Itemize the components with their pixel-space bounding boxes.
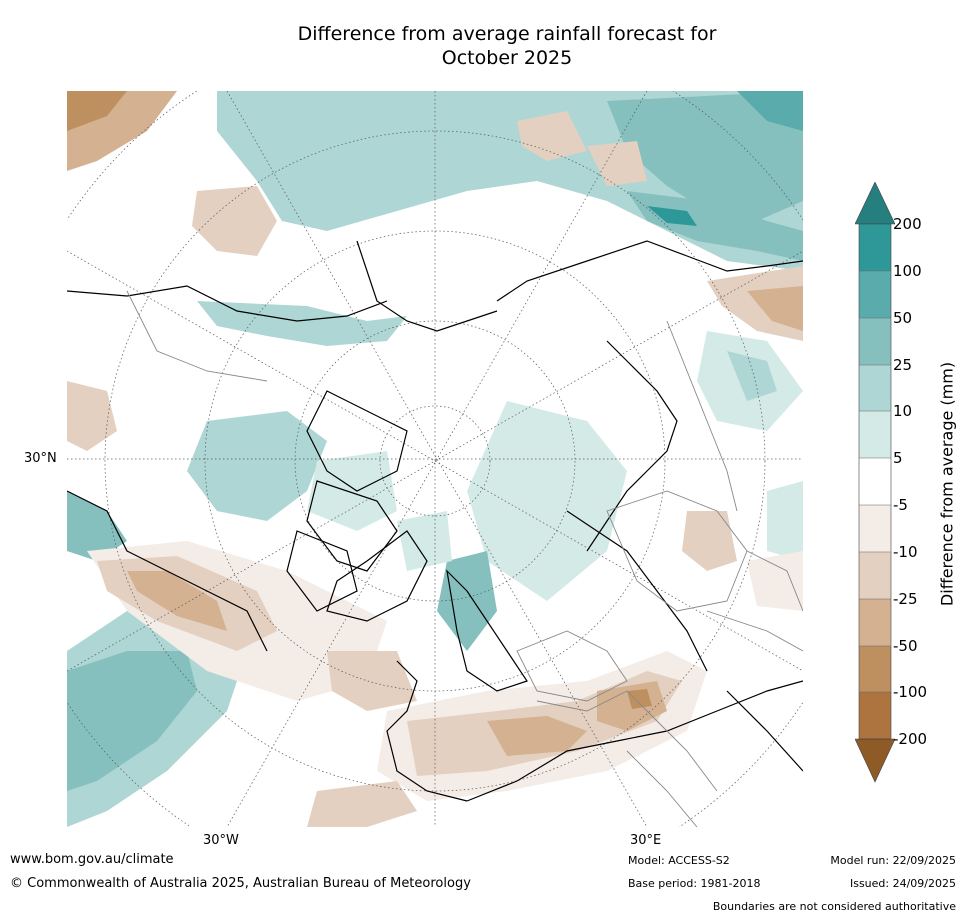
boundaries: [126, 290, 803, 827]
colorbar-band-10-25: [859, 365, 891, 411]
colorbar: [855, 182, 895, 783]
colorbar-tick-10: 10: [893, 402, 913, 420]
colorbar-max-arrow: [855, 182, 895, 225]
footer-issued: Issued: 24/09/2025: [849, 877, 956, 890]
colorbar-tick-50: 50: [893, 309, 913, 327]
colorbar-label: Difference from average (mm): [937, 361, 957, 607]
colorbar-tick-25: 25: [893, 356, 913, 374]
coastlines: [67, 240, 803, 802]
dry-anomaly-layer: [67, 91, 803, 827]
colorbar-min-arrow: [855, 738, 895, 783]
map-title-line1: Difference from average rainfall forecas…: [297, 23, 717, 45]
colorbar-band-50-100: [859, 271, 891, 318]
map-title: Difference from average rainfall forecas…: [207, 22, 807, 70]
colorbar-tick-200: 200: [893, 215, 922, 233]
map-canvas: [67, 91, 803, 827]
colorbar-band-100-200: [859, 224, 891, 271]
rainfall-map[interactable]: [67, 91, 803, 827]
colorbar-tick-neg50: -50: [893, 637, 918, 655]
graticule: [67, 91, 803, 827]
map-title-line2: October 2025: [441, 47, 573, 69]
lon-label-30w: 30°W: [203, 833, 239, 848]
colorbar-band-neg5-neg10: [859, 505, 891, 552]
footer-model-run: Model run: 22/09/2025: [830, 854, 956, 867]
footer-base-period: Base period: 1981-2018: [628, 877, 761, 890]
lat-label-30n: 30°N: [24, 451, 57, 466]
colorbar-band-neg10-neg25: [859, 552, 891, 599]
footer-copyright: © Commonwealth of Australia 2025, Austra…: [10, 876, 471, 891]
footer-url: www.bom.gov.au/climate: [10, 852, 174, 867]
colorbar-tick-neg100: -100: [893, 683, 928, 701]
colorbar-band-neg50-neg100: [859, 646, 891, 692]
colorbar-tick-5: 5: [893, 449, 903, 467]
colorbar-band-neg25-neg50: [859, 599, 891, 646]
colorbar-tick-100: 100: [893, 262, 922, 280]
colorbar-band-5-10: [859, 411, 891, 458]
colorbar-band-neutral: [859, 458, 891, 505]
colorbar-tick-neg5: -5: [893, 496, 908, 514]
colorbar-tick-neg200: -200: [893, 730, 928, 748]
colorbar-tick-neg10: -10: [893, 543, 918, 561]
footer-boundaries-note: Boundaries are not considered authoritat…: [712, 900, 956, 913]
colorbar-band-neg100-neg200: [859, 692, 891, 739]
colorbar-band-25-50: [859, 318, 891, 365]
footer-model: Model: ACCESS-S2: [628, 854, 730, 867]
colorbar-tick-neg25: -25: [893, 590, 918, 608]
lon-label-30e: 30°E: [630, 833, 662, 848]
